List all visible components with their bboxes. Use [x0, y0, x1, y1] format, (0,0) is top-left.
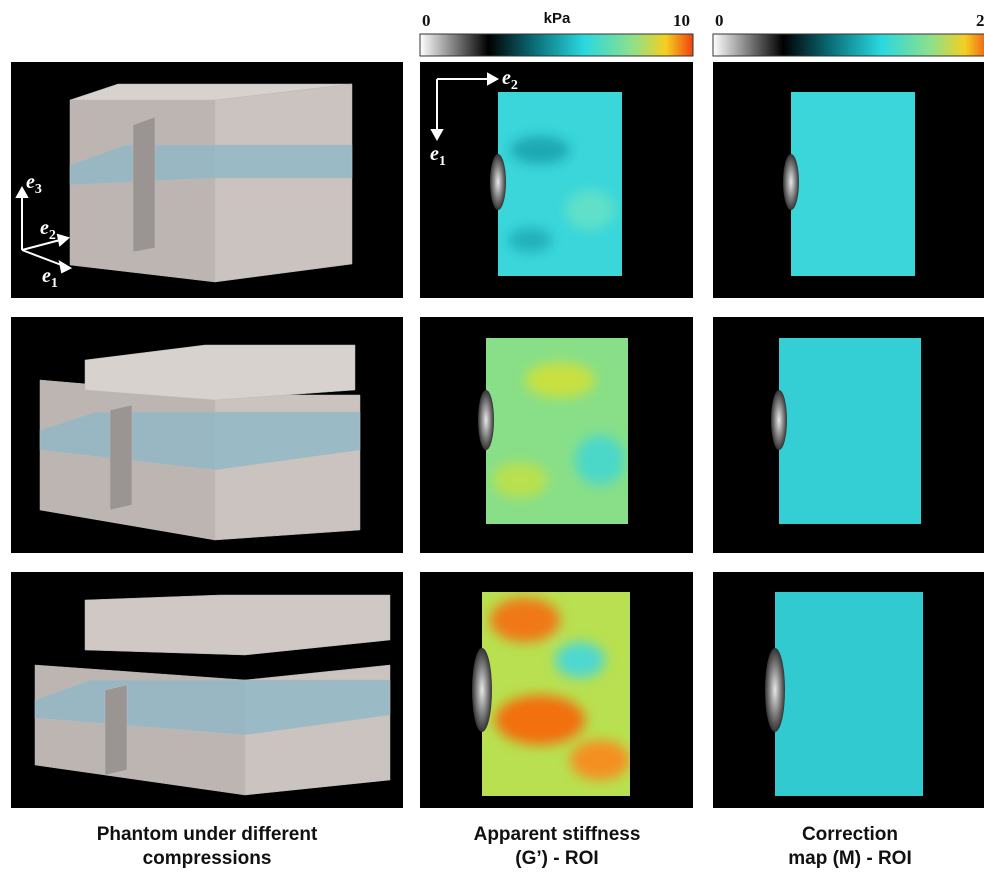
- figure: 0 kPa 10 0 2 e3: [0, 0, 984, 872]
- map: [490, 92, 622, 276]
- phantom-box: [35, 595, 390, 795]
- caption: Phantom under different: [97, 824, 318, 845]
- phantom-box: [70, 84, 352, 282]
- colorbar-max: 2: [976, 11, 984, 30]
- caption: Correction: [802, 824, 898, 845]
- colorbar-max: 10: [673, 11, 690, 30]
- phantom-box: [40, 345, 360, 540]
- colorbar-unit: kPa: [544, 10, 571, 27]
- map: [783, 92, 915, 276]
- caption: (G’) - ROI: [515, 848, 598, 869]
- colorbar-min: 0: [422, 11, 431, 30]
- map: [472, 592, 630, 796]
- caption: compressions: [143, 848, 272, 869]
- caption: map (M) - ROI: [788, 848, 912, 869]
- colorbar-min: 0: [715, 11, 724, 30]
- colorbar: 0 2: [713, 11, 984, 56]
- map: [771, 338, 921, 524]
- map: [478, 338, 628, 524]
- map: [765, 592, 923, 796]
- colorbar: 0 kPa 10: [420, 10, 693, 56]
- caption: Apparent stiffness: [474, 824, 641, 845]
